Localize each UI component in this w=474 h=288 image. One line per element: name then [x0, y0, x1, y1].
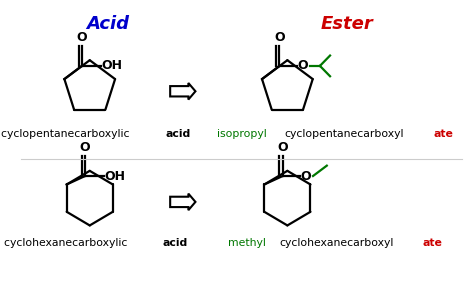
FancyArrow shape: [170, 194, 195, 210]
Text: ate: ate: [434, 129, 454, 139]
Text: O: O: [80, 141, 91, 154]
Text: OH: OH: [105, 170, 126, 183]
Text: ate: ate: [423, 238, 443, 248]
FancyArrow shape: [170, 83, 195, 100]
Text: OH: OH: [101, 59, 123, 72]
Text: O: O: [274, 31, 285, 44]
Text: cyclohexanecarboxylic: cyclohexanecarboxylic: [4, 238, 131, 248]
Text: cyclopentanecarboxylic: cyclopentanecarboxylic: [0, 129, 133, 139]
Text: cyclohexanecarboxyl: cyclohexanecarboxyl: [280, 238, 394, 248]
Text: methyl: methyl: [228, 238, 269, 248]
Text: acid: acid: [166, 129, 191, 139]
Text: O: O: [277, 141, 288, 154]
Text: O: O: [297, 59, 308, 72]
Text: Acid: Acid: [87, 15, 129, 33]
Text: isopropyl: isopropyl: [218, 129, 271, 139]
Text: cyclopentanecarboxyl: cyclopentanecarboxyl: [284, 129, 403, 139]
Text: O: O: [301, 170, 311, 183]
Text: Ester: Ester: [321, 15, 374, 33]
Text: O: O: [76, 31, 87, 44]
Text: acid: acid: [163, 238, 188, 248]
